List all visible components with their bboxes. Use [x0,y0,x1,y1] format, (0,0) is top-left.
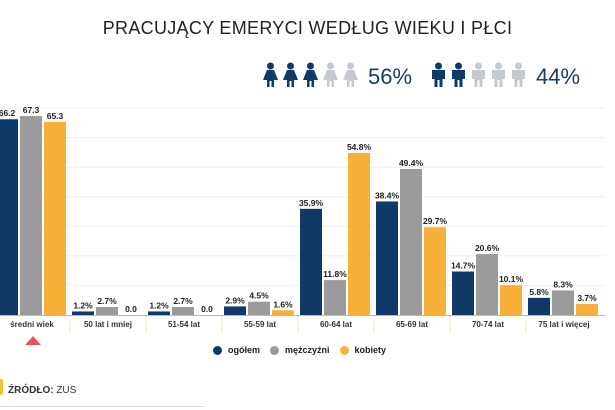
bar [376,201,398,315]
data-label: 4.5% [249,291,269,301]
data-label: 35.9% [299,198,324,208]
bar [552,290,574,315]
women-percentage: 56% [368,64,413,89]
bar [528,297,550,315]
bar [96,307,118,315]
woman-icon [323,62,338,87]
data-label: 29.7% [423,216,448,226]
bar [44,121,66,315]
gender-share: 56% 44% [262,60,598,94]
woman-icon [283,62,298,87]
legend-dot-icon [339,345,349,355]
category-label: średni wiek [10,320,54,329]
woman-icon [303,62,318,87]
bar [324,280,346,315]
data-label: 38.4% [375,190,400,200]
data-label: 2.7% [173,296,193,306]
data-label: 11.8% [323,269,347,279]
legend-item-ogolem: ogółem [213,345,260,355]
woman-icon [263,62,278,87]
bar [172,307,194,315]
bar [272,310,294,315]
category-label: 75 lat i więcej [538,320,589,329]
men-icons [430,62,530,93]
bar [424,227,446,315]
data-label: 20.6% [475,243,500,253]
man-icon [432,62,446,87]
bar [400,168,422,315]
data-label: 1.2% [73,300,93,310]
legend-item-mezczyzni: mężczyźni [270,345,330,355]
bar [500,285,522,315]
divider [0,406,205,407]
women-icons [262,62,362,93]
category-label: 60-64 lat [320,320,352,329]
marker-triangle-icon [25,336,41,345]
category-label: 70-74 lat [472,320,504,329]
man-icon [492,62,506,87]
data-label: 8.3% [553,279,573,289]
data-label: 66.2 [0,108,16,118]
category-label: 65-69 lat [396,320,428,329]
data-label: 0.0 [201,304,213,314]
man-icon [512,62,526,87]
men-percentage: 44% [536,64,581,89]
category-label: 51-54 lat [168,320,200,329]
bar [452,271,474,315]
bar [576,304,598,315]
man-icon [452,62,466,87]
data-label: 1.6% [273,299,293,309]
woman-icon [343,62,358,87]
legend-dot-icon [213,345,222,355]
bar [72,311,94,315]
bar [148,311,170,315]
data-label: 10.1% [499,274,524,284]
legend-item-kobiety: kobiety [339,345,386,355]
data-label: 65.3 [47,111,64,121]
data-label: 3.7% [577,293,597,303]
data-label: 14.7% [451,261,476,271]
category-label: 55-59 lat [244,320,276,329]
legend: ogółem mężczyźni kobiety [213,345,396,355]
bar [224,306,246,315]
data-label: 5.8% [529,287,549,297]
bar [348,152,370,315]
chart-title: PRACUJĄCY EMERYCI WEDŁUG WIEKU I PŁCI [102,18,513,38]
category-label: 50 lat i mniej [84,320,132,329]
data-label: 2.9% [225,295,245,305]
source-icon [0,379,3,395]
source: ŹRÓDŁO: ZUS [8,385,77,396]
data-label: 54.8% [347,142,372,152]
data-label: 2.7% [97,296,117,306]
data-label: 49.4% [399,158,424,168]
data-label: 1.2% [149,300,169,310]
bar [20,115,42,315]
man-icon [472,62,486,87]
bar [476,254,498,315]
bar [0,119,18,315]
data-label: 0.0 [125,304,137,314]
bar [300,208,322,315]
bar-chart: 66.2 67.3 65.3 średni wiek 1.2% 2.7% 0.0 50 lat… [0,105,605,345]
data-label: 67.3 [23,105,40,115]
legend-dot-icon [270,345,280,355]
bar [248,301,270,315]
